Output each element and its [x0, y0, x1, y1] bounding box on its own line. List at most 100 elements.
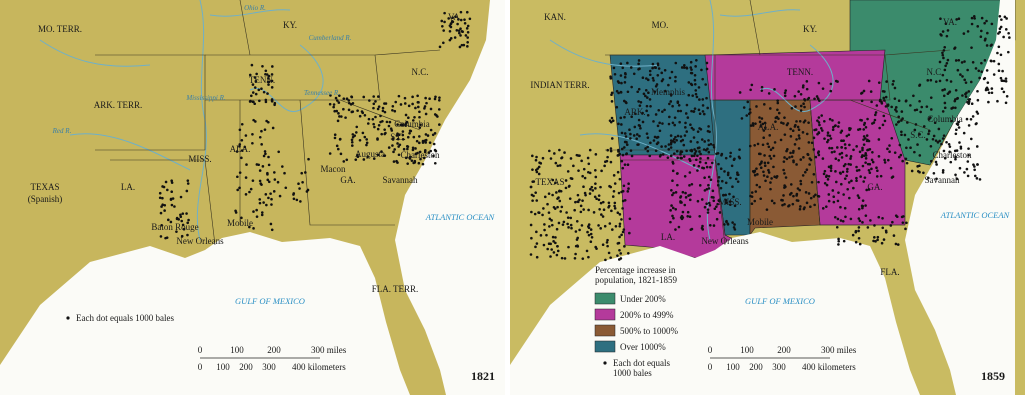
cotton-dot — [901, 117, 904, 120]
cotton-dot — [713, 207, 717, 211]
cotton-dot — [755, 105, 758, 108]
cotton-dot — [298, 187, 301, 190]
cotton-dot — [353, 134, 357, 137]
cotton-dot — [867, 188, 871, 191]
cotton-dot — [260, 211, 264, 214]
cotton-dot — [254, 79, 258, 83]
cotton-dot — [548, 149, 551, 153]
cotton-dot — [620, 147, 624, 151]
cotton-dot — [335, 99, 339, 102]
cotton-dot — [250, 94, 253, 98]
cotton-dot — [918, 99, 921, 103]
cotton-dot — [816, 132, 819, 136]
map-year: 1821 — [471, 369, 495, 383]
cotton-dot — [964, 95, 968, 98]
cotton-dot — [616, 170, 620, 174]
cotton-dot — [822, 172, 826, 176]
cotton-dot — [978, 178, 982, 181]
cotton-dot — [726, 222, 730, 225]
cotton-dot — [864, 137, 867, 140]
cotton-dot — [653, 90, 657, 93]
cotton-dot — [759, 124, 763, 128]
cotton-dot — [690, 68, 693, 71]
cotton-dot — [166, 188, 169, 192]
cotton-dot — [356, 109, 359, 112]
cotton-dot — [927, 118, 931, 121]
cotton-dot — [578, 198, 581, 202]
legend-dot — [603, 361, 607, 365]
cotton-dot — [170, 179, 173, 183]
cotton-dot — [746, 100, 750, 104]
cotton-dot — [569, 157, 573, 160]
cotton-dot — [817, 81, 821, 85]
cotton-dot — [918, 132, 921, 136]
cotton-dot — [859, 118, 862, 122]
cotton-dot — [709, 178, 713, 182]
cotton-dot — [391, 144, 394, 147]
cotton-dot — [454, 15, 457, 18]
cotton-dot — [891, 220, 894, 224]
cotton-dot — [365, 143, 368, 147]
cotton-dot — [553, 152, 556, 155]
cotton-dot — [260, 87, 263, 91]
cotton-dot — [633, 125, 637, 129]
cotton-dot — [832, 125, 835, 129]
cotton-dot — [269, 192, 272, 195]
cotton-dot — [563, 151, 566, 154]
cotton-dot — [941, 171, 945, 174]
cotton-dot — [558, 148, 561, 152]
cotton-dot — [560, 156, 564, 159]
cotton-dot — [858, 219, 862, 223]
cotton-dot — [432, 142, 436, 146]
cotton-dot — [682, 66, 686, 69]
cotton-dot — [916, 165, 919, 168]
cotton-dot — [955, 97, 959, 100]
cotton-dot — [804, 191, 808, 194]
cotton-dot — [676, 156, 679, 160]
cotton-dot — [695, 95, 699, 99]
cotton-dot — [569, 223, 573, 227]
cotton-dot — [560, 205, 564, 209]
cotton-dot — [934, 160, 938, 164]
cotton-dot — [609, 160, 613, 164]
cotton-dot — [698, 150, 701, 153]
cotton-dot — [436, 115, 439, 118]
map-1821: MO. TERR. KY.VA.TENN.N.C.ARK. TERR.S.C.Co… — [0, 0, 505, 395]
cotton-dot — [307, 157, 310, 161]
cotton-dot — [982, 77, 986, 81]
cotton-dot — [1007, 50, 1010, 54]
cotton-dot — [236, 175, 239, 179]
state-border — [884, 49, 951, 56]
cotton-dot — [332, 103, 336, 106]
cotton-dot — [690, 182, 694, 186]
cotton-dot — [426, 134, 430, 137]
cotton-dot — [610, 100, 614, 103]
cotton-dot — [880, 241, 884, 245]
cotton-dot — [574, 252, 577, 256]
place-label: ARK. TERR. — [94, 100, 143, 110]
cotton-dot — [261, 65, 264, 68]
cotton-dot — [366, 155, 370, 159]
cotton-dot — [875, 166, 878, 169]
cotton-dot — [623, 198, 627, 202]
cotton-dot — [186, 233, 189, 237]
cotton-dot — [864, 214, 868, 217]
cotton-dot — [362, 95, 366, 99]
cotton-dot — [248, 73, 252, 77]
cotton-dot — [595, 197, 598, 201]
cotton-dot — [859, 175, 862, 178]
cotton-dot — [878, 99, 882, 103]
cotton-dot — [888, 144, 891, 147]
cotton-dot — [868, 147, 872, 151]
cotton-dot — [872, 239, 875, 243]
cotton-dot — [616, 211, 620, 215]
cotton-dot — [986, 88, 990, 91]
cotton-dot — [603, 164, 606, 168]
place-label: Mobile — [747, 217, 773, 227]
cotton-dot — [702, 148, 706, 151]
cotton-dot — [671, 104, 674, 108]
gulf-of-mexico — [0, 232, 410, 395]
cotton-dot — [646, 113, 650, 117]
cotton-dot — [438, 96, 441, 99]
